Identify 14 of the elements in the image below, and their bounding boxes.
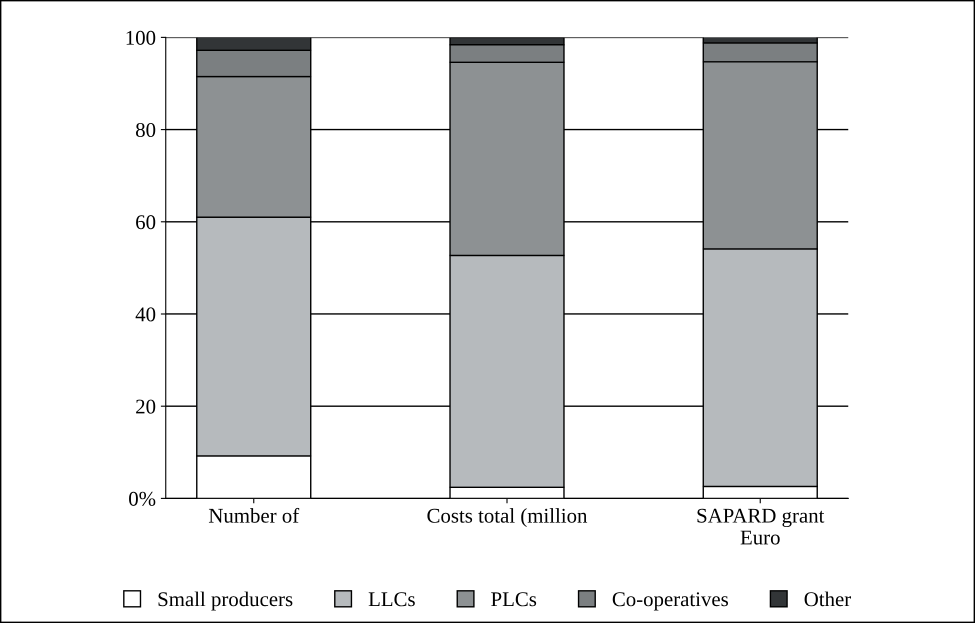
y-tick-label: 20 [136,400,156,414]
legend-label: Other [804,592,851,606]
y-tick-label: 40 [136,307,156,322]
y-tick-label: 60 [136,215,156,230]
y-tick-label: 0% [129,492,156,506]
legend-label: PLCs [491,592,536,606]
y-tick-label: 80 [136,122,156,138]
y-tick-label: 100 [126,30,156,45]
legend-label: Co-operatives [612,592,728,610]
legend-label: LLCs [368,592,415,606]
x-tick-label: Number of [208,508,300,523]
x-tick-label: SAPARD grant Euro [697,508,824,545]
legend-label: Small producers [158,592,292,610]
x-tick-label: Costs total (million [427,508,588,528]
